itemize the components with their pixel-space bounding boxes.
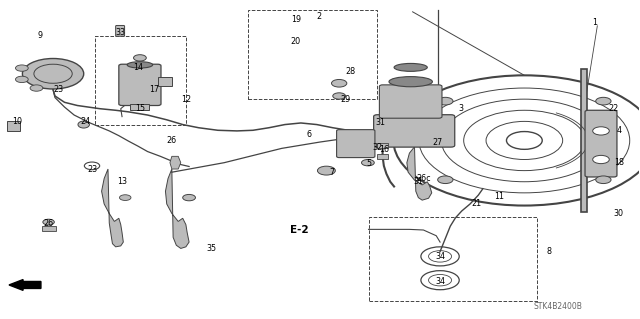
Text: 34: 34 — [435, 252, 445, 261]
Circle shape — [134, 55, 147, 61]
Text: E-2: E-2 — [291, 225, 309, 235]
Text: 18: 18 — [614, 158, 624, 167]
Text: 19: 19 — [291, 15, 301, 24]
Text: 35: 35 — [206, 244, 216, 253]
Circle shape — [15, 65, 28, 71]
Text: 15: 15 — [135, 104, 145, 113]
Ellipse shape — [127, 62, 153, 68]
Circle shape — [438, 176, 453, 183]
Bar — [158, 77, 172, 86]
Circle shape — [182, 195, 195, 201]
Text: 7: 7 — [329, 168, 334, 177]
Polygon shape — [166, 169, 189, 249]
Text: 2: 2 — [316, 12, 321, 21]
Text: STK4B2400B: STK4B2400B — [533, 302, 582, 311]
Bar — [248, 10, 378, 99]
Text: 30: 30 — [614, 209, 624, 218]
Circle shape — [15, 76, 28, 83]
Text: 3: 3 — [458, 104, 463, 113]
Text: 6: 6 — [306, 130, 311, 138]
Text: 20: 20 — [291, 38, 301, 47]
Bar — [42, 226, 56, 231]
Circle shape — [317, 166, 335, 175]
Circle shape — [43, 219, 54, 225]
Bar — [580, 69, 587, 212]
Text: 24: 24 — [80, 117, 90, 126]
Text: 8: 8 — [546, 247, 551, 256]
Text: 21: 21 — [472, 199, 481, 208]
Text: 34: 34 — [435, 277, 445, 286]
FancyBboxPatch shape — [337, 130, 375, 158]
Polygon shape — [170, 156, 180, 169]
Circle shape — [120, 195, 131, 200]
Text: 11: 11 — [494, 191, 504, 201]
Circle shape — [438, 97, 453, 105]
Text: 23: 23 — [53, 85, 63, 94]
Ellipse shape — [389, 77, 433, 87]
Text: 12: 12 — [181, 95, 191, 104]
Text: 17: 17 — [149, 85, 159, 94]
Text: 32: 32 — [372, 143, 383, 152]
FancyBboxPatch shape — [119, 64, 161, 106]
Text: 14: 14 — [133, 63, 143, 72]
Polygon shape — [102, 169, 124, 247]
Circle shape — [596, 97, 611, 105]
Bar — [7, 122, 20, 131]
Circle shape — [22, 58, 84, 89]
FancyBboxPatch shape — [116, 26, 125, 36]
Text: 26: 26 — [167, 136, 177, 145]
Text: 28: 28 — [346, 67, 356, 76]
Bar — [131, 104, 150, 110]
Text: 31: 31 — [413, 177, 423, 186]
Circle shape — [596, 176, 611, 183]
FancyArrow shape — [9, 279, 41, 290]
Bar — [378, 143, 388, 148]
Ellipse shape — [394, 63, 428, 71]
Bar — [369, 217, 537, 301]
Text: 10: 10 — [12, 117, 22, 126]
Text: 4: 4 — [616, 126, 621, 135]
Circle shape — [30, 85, 43, 91]
Text: 23: 23 — [87, 165, 97, 174]
Text: 5: 5 — [366, 159, 371, 168]
FancyBboxPatch shape — [585, 110, 617, 177]
Text: 29: 29 — [340, 95, 351, 104]
Polygon shape — [407, 147, 432, 200]
Circle shape — [333, 93, 346, 99]
Circle shape — [362, 160, 374, 166]
Text: 22: 22 — [609, 104, 619, 113]
Text: 26: 26 — [44, 219, 54, 227]
Circle shape — [593, 155, 609, 164]
Circle shape — [332, 79, 347, 87]
FancyBboxPatch shape — [380, 85, 442, 118]
Text: 27: 27 — [433, 137, 443, 146]
Text: 16: 16 — [379, 145, 389, 154]
Text: 26c: 26c — [416, 174, 431, 183]
Text: 1: 1 — [592, 19, 597, 27]
Text: 33: 33 — [116, 28, 125, 37]
Text: 31: 31 — [375, 117, 385, 127]
Bar — [378, 154, 388, 159]
Text: 9: 9 — [38, 31, 43, 40]
Text: FR.: FR. — [44, 280, 61, 289]
Bar — [95, 36, 186, 124]
Ellipse shape — [78, 121, 90, 128]
Text: 13: 13 — [117, 177, 127, 186]
FancyBboxPatch shape — [374, 115, 455, 147]
Circle shape — [593, 127, 609, 135]
